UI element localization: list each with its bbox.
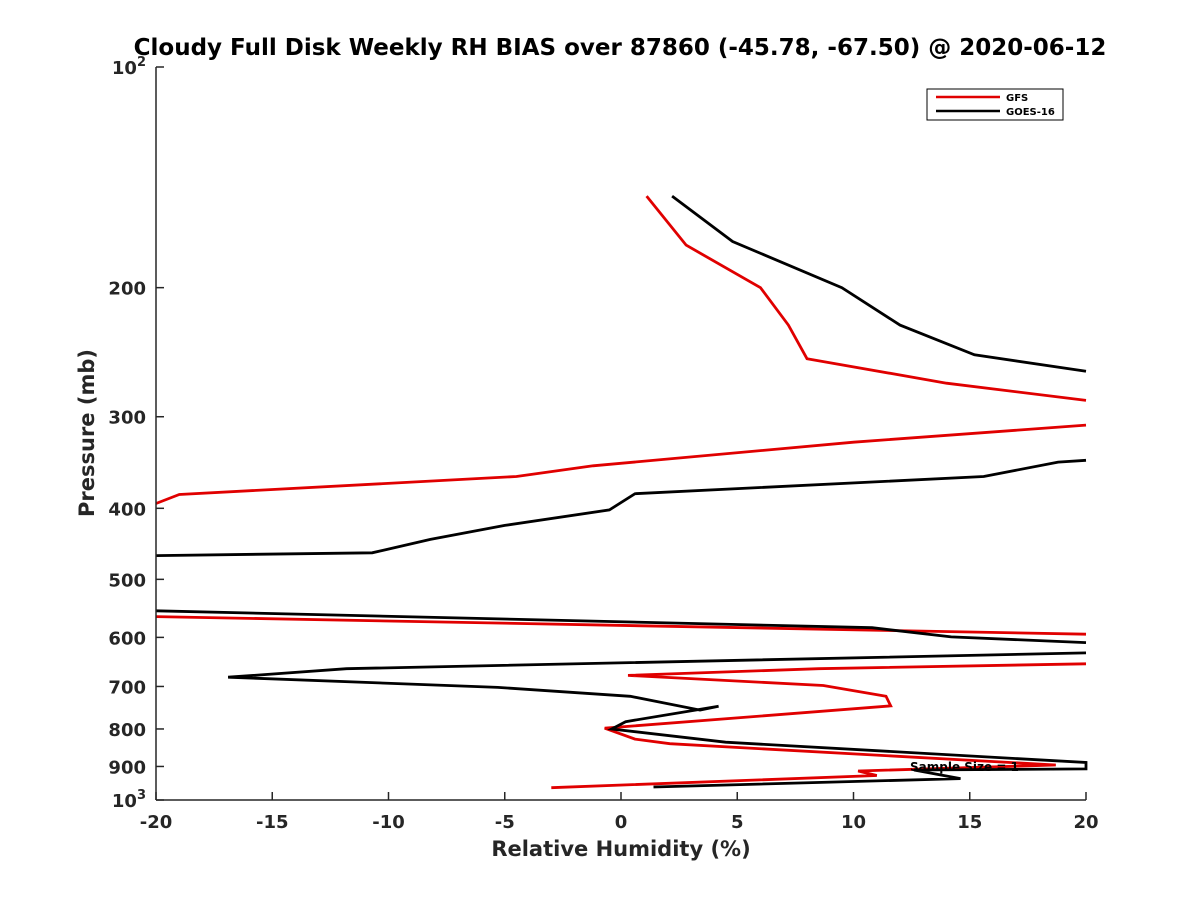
y-tick-label: 600 [108, 628, 146, 649]
y-tick-label: 103 [112, 788, 146, 812]
x-ticks: -20 -15 -10 -5 0 5 10 15 20 [140, 792, 1099, 833]
legend-label-goes16: GOES-16 [1006, 107, 1055, 118]
y-ticks: 102 200 300 400 500 600 700 800 900 103 [108, 55, 164, 812]
y-axis-label: Pressure (mb) [75, 349, 99, 517]
x-tick-label: 20 [1073, 812, 1098, 833]
sample-size-annotation: Sample Size = 1 [910, 760, 1019, 774]
x-tick-label: 10 [841, 812, 866, 833]
y-tick-label: 700 [108, 677, 146, 698]
x-tick-label: 15 [957, 812, 982, 833]
x-tick-label: -15 [256, 812, 289, 833]
series-line-goes16 [155, 194, 1088, 789]
y-tick-label: 900 [108, 757, 146, 778]
x-tick-label: 0 [615, 812, 628, 833]
y-tick-label: 800 [108, 720, 146, 741]
y-tick-label: 500 [108, 570, 146, 591]
x-tick-label: 5 [731, 812, 744, 833]
legend-label-gfs: GFS [1006, 93, 1028, 104]
legend-box [926, 88, 1064, 121]
x-tick-label: -20 [140, 812, 173, 833]
y-tick-label: 102 [112, 55, 146, 79]
y-tick-label: 300 [108, 408, 146, 429]
y-tick-label: 400 [108, 499, 146, 520]
plot-area [155, 194, 1088, 790]
x-tick-label: -10 [372, 812, 405, 833]
series-line-gfs [155, 195, 1087, 790]
legend: GFS GOES-16 [926, 88, 1064, 121]
x-tick-label: -5 [495, 812, 515, 833]
y-tick-label: 200 [108, 279, 146, 300]
chart-title: Cloudy Full Disk Weekly RH BIAS over 878… [134, 35, 1107, 61]
x-axis-label: Relative Humidity (%) [491, 837, 750, 861]
